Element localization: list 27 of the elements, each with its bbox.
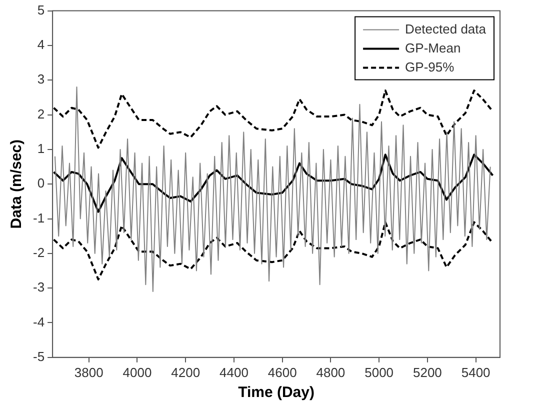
- y-tick-label: -4: [32, 314, 45, 330]
- y-tick-label: 1: [37, 141, 45, 156]
- line-series: [52, 221, 494, 280]
- x-tick-label: 4800: [316, 364, 346, 380]
- y-tick-label: -3: [32, 280, 45, 295]
- x-tick-label: 4400: [219, 364, 248, 380]
- x-tick-label: 4200: [171, 364, 200, 380]
- y-tick-label: 3: [37, 72, 45, 87]
- y-tick-label: -5: [32, 348, 45, 364]
- x-tick-label: 4600: [268, 364, 297, 380]
- y-tick-label: 0: [37, 176, 45, 191]
- x-axis-title: Time (Day): [238, 384, 314, 402]
- y-tick-label: 2: [37, 106, 45, 122]
- y-tick-label: -2: [32, 245, 45, 260]
- x-tick-label: 5000: [364, 364, 394, 380]
- y-tick-label: 4: [37, 37, 45, 52]
- line-series: [52, 90, 494, 149]
- legend-label: GP-Mean: [405, 40, 461, 56]
- x-tick-label: 5400: [461, 364, 490, 380]
- x-tick-label: 4000: [122, 364, 152, 380]
- legend-label: GP-95%: [405, 59, 455, 74]
- x-tick-label: 3800: [74, 364, 104, 380]
- y-tick-label: 5: [37, 2, 45, 18]
- y-tick-label: -1: [32, 210, 45, 226]
- x-tick-label: 5200: [412, 364, 442, 380]
- y-axis-title: Data (m/sec): [8, 139, 26, 229]
- legend-label: Detected data: [405, 21, 487, 36]
